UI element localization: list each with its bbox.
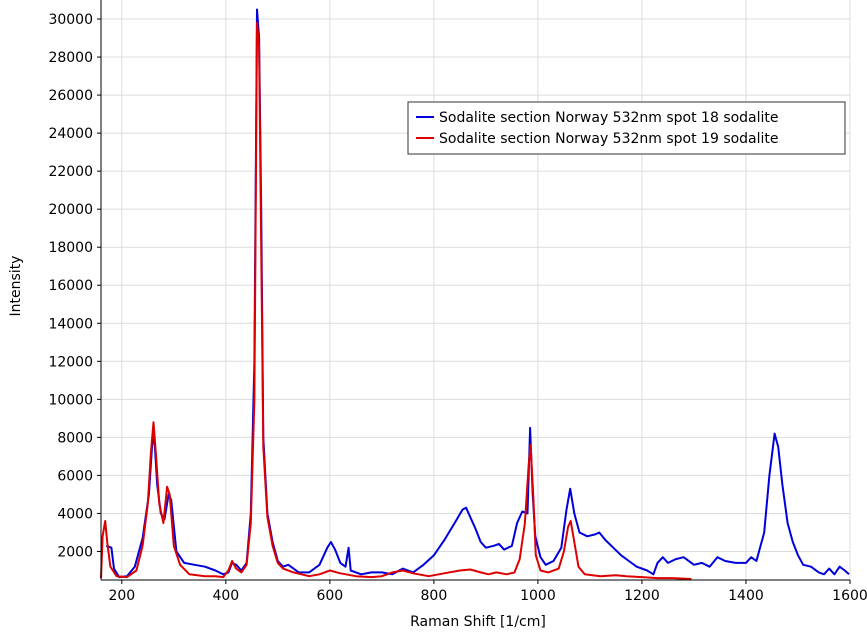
x-tick-label: 800 <box>421 588 448 604</box>
y-tick-label: 22000 <box>48 164 93 180</box>
y-tick-label: 6000 <box>57 468 93 484</box>
x-tick-label: 400 <box>212 588 239 604</box>
y-tick-label: 18000 <box>48 240 93 256</box>
grid <box>101 0 851 580</box>
plot-area <box>101 0 850 580</box>
tick-labels: 200 400 600 800 1000 1200 1400 1600 2000 4000 6000… <box>48 12 867 604</box>
y-axis-title: Intensity <box>8 256 24 317</box>
legend-label-spot-19: Sodalite section Norway 532nm spot 19 so… <box>439 131 779 147</box>
y-tick-label: 10000 <box>48 392 93 408</box>
y-tick-label: 8000 <box>57 430 93 446</box>
y-tick-label: 24000 <box>48 126 93 142</box>
series-line-spot-19 <box>100 21 692 580</box>
x-axis-title: Raman Shift [1/cm] <box>410 614 546 630</box>
y-tick-label: 28000 <box>48 50 93 66</box>
x-tick-label: 1000 <box>520 588 556 604</box>
x-tick-label: 600 <box>316 588 343 604</box>
y-tick-label: 2000 <box>57 544 93 560</box>
x-tick-label: 1200 <box>624 588 660 604</box>
y-tick-label: 20000 <box>48 202 93 218</box>
legend-label-spot-18: Sodalite section Norway 532nm spot 18 so… <box>439 110 779 126</box>
series-layer <box>100 8 850 580</box>
y-tick-label: 4000 <box>57 506 93 522</box>
y-tick-label: 14000 <box>48 316 93 332</box>
x-tick-label: 1600 <box>832 588 867 604</box>
x-tick-label: 1400 <box>728 588 764 604</box>
legend: Sodalite section Norway 532nm spot 18 so… <box>407 101 846 155</box>
y-tick-label: 26000 <box>48 88 93 104</box>
y-tick-label: 16000 <box>48 278 93 294</box>
legend-box <box>407 101 846 155</box>
y-tick-label: 30000 <box>48 12 93 28</box>
y-tick-label: 12000 <box>48 354 93 370</box>
x-tick-label: 200 <box>108 588 135 604</box>
